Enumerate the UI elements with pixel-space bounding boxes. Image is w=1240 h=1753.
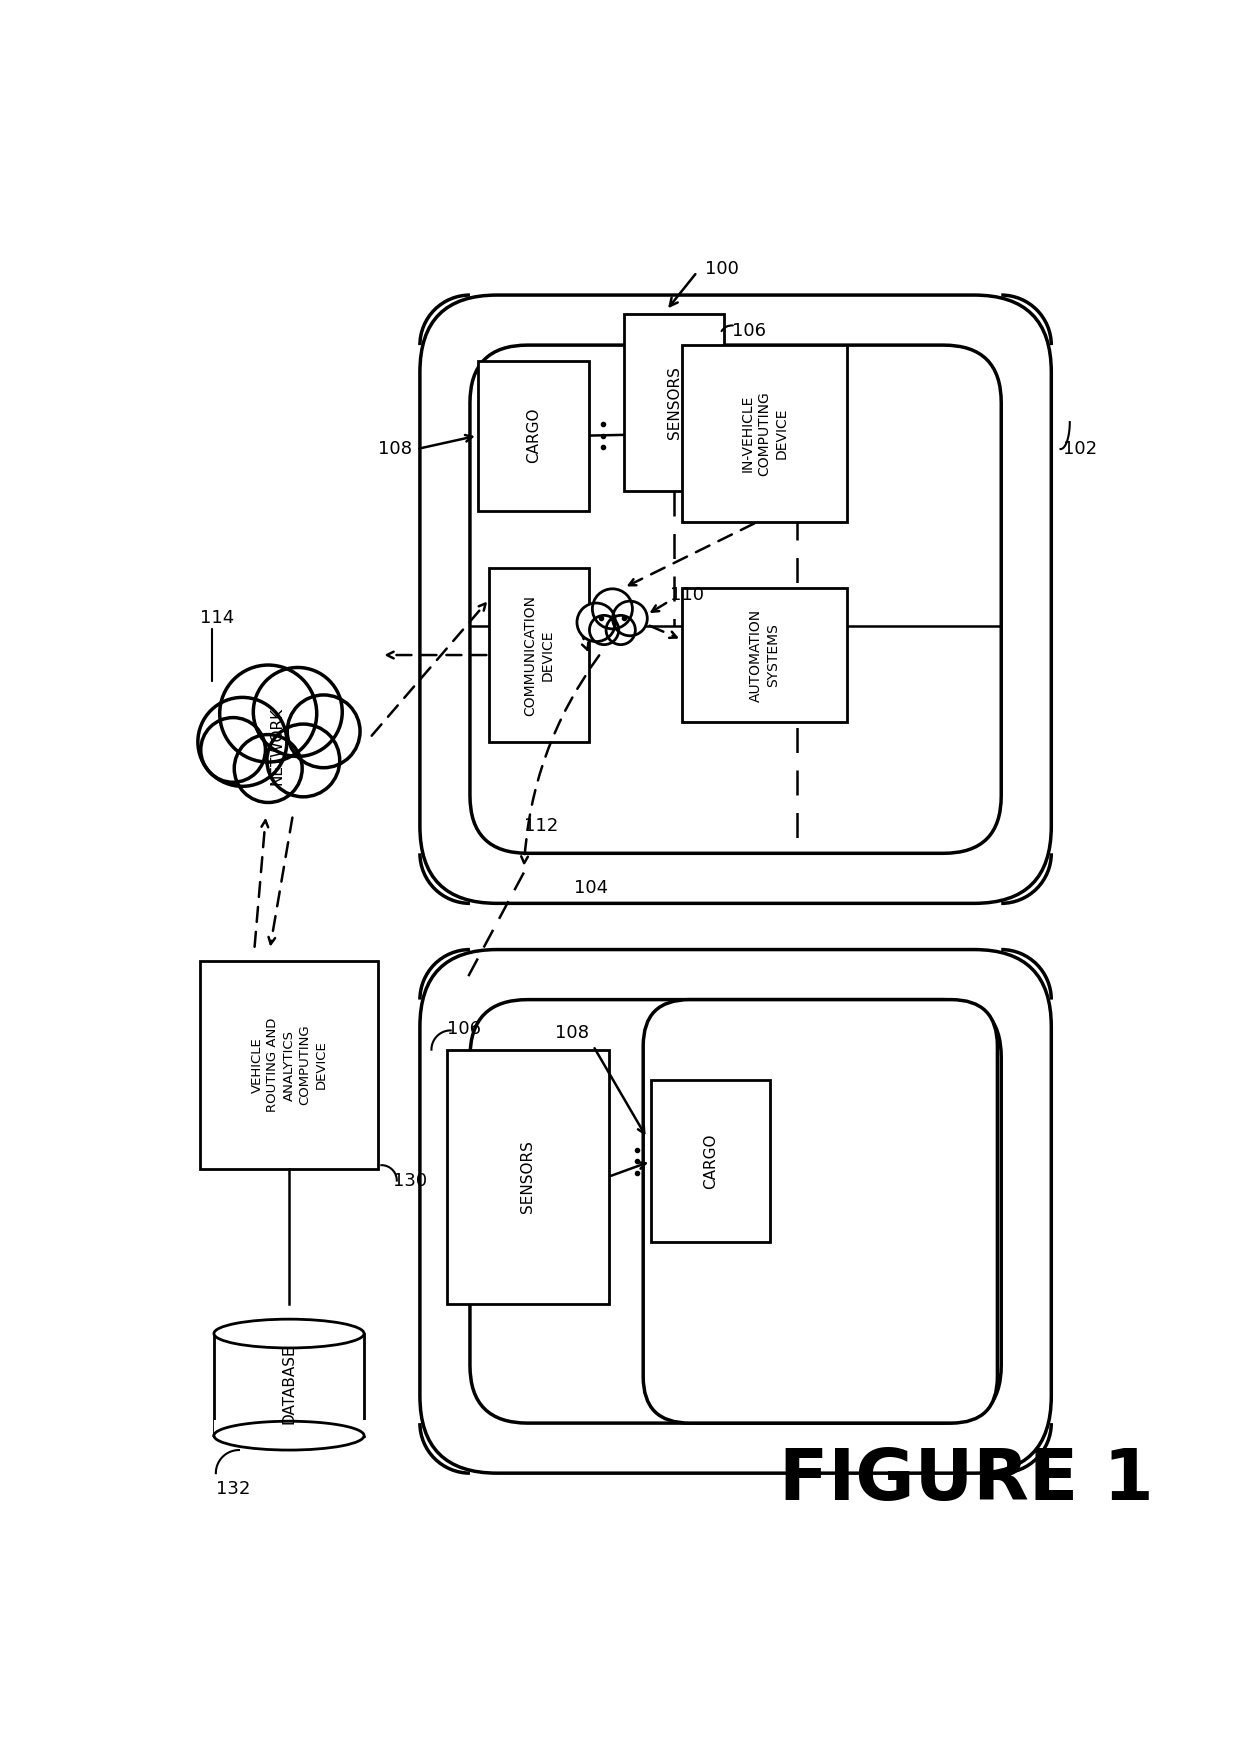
FancyBboxPatch shape [446,1050,609,1304]
Text: 104: 104 [574,878,608,898]
Circle shape [267,724,340,798]
Text: SENSORS: SENSORS [521,1139,536,1213]
Text: 132: 132 [216,1480,250,1497]
Circle shape [606,615,635,645]
Text: DATABASE: DATABASE [281,1345,296,1425]
Text: CARGO: CARGO [526,408,541,463]
FancyBboxPatch shape [682,587,847,722]
Text: CARGO: CARGO [703,1134,718,1189]
Text: SENSORS: SENSORS [667,366,682,440]
FancyBboxPatch shape [201,961,377,1169]
Text: 106: 106 [732,323,766,340]
FancyBboxPatch shape [420,295,1052,903]
FancyBboxPatch shape [624,314,724,491]
Text: 112: 112 [523,817,558,836]
Circle shape [198,698,286,787]
Text: 100: 100 [704,261,739,279]
Circle shape [219,664,316,763]
FancyBboxPatch shape [470,999,1001,1423]
Ellipse shape [215,1422,365,1450]
Text: 102: 102 [1063,440,1097,458]
Circle shape [201,717,265,782]
Text: 130: 130 [393,1171,427,1190]
Text: NETWORK: NETWORK [270,706,285,785]
Text: COMMUNICATION
DEVICE: COMMUNICATION DEVICE [523,594,556,715]
FancyBboxPatch shape [215,1420,366,1436]
Text: 114: 114 [201,610,234,628]
Circle shape [577,603,615,642]
FancyBboxPatch shape [215,1334,365,1436]
Text: 108: 108 [378,440,412,458]
Circle shape [593,589,632,629]
Circle shape [589,615,619,645]
FancyBboxPatch shape [477,361,589,510]
Text: 106: 106 [446,1020,481,1038]
FancyBboxPatch shape [682,345,847,522]
Circle shape [253,668,342,756]
FancyBboxPatch shape [470,345,1001,854]
FancyBboxPatch shape [420,950,1052,1473]
Circle shape [613,601,647,636]
Text: FIGURE 1: FIGURE 1 [779,1446,1154,1515]
Text: 108: 108 [556,1024,589,1041]
Text: AUTOMATION
SYSTEMS: AUTOMATION SYSTEMS [749,608,780,701]
Text: VEHICLE
ROUTING AND
ANALYTICS
COMPUTING
DEVICE: VEHICLE ROUTING AND ANALYTICS COMPUTING … [250,1018,327,1111]
Text: IN-VEHICLE
COMPUTING
DEVICE: IN-VEHICLE COMPUTING DEVICE [740,391,789,477]
FancyBboxPatch shape [651,1080,770,1243]
Text: 110: 110 [670,586,704,605]
Circle shape [288,694,360,768]
Circle shape [234,735,303,803]
Ellipse shape [215,1320,365,1348]
FancyBboxPatch shape [490,568,589,742]
FancyBboxPatch shape [644,999,997,1423]
